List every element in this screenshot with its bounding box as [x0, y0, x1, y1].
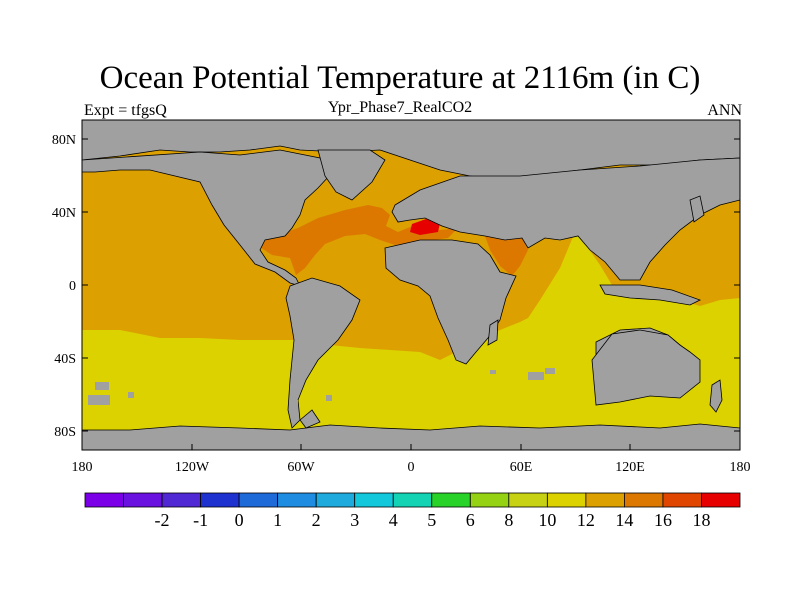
- africa: [384, 239, 517, 365]
- colorbar-swatch: [624, 492, 664, 508]
- plot-subtitle: Ypr_Phase7_RealCO2: [327, 99, 473, 116]
- season-label: ANN: [707, 102, 742, 119]
- colorbar-swatch: [392, 492, 433, 508]
- x-tick-label: 60E: [510, 460, 533, 475]
- colorbar-swatch: [431, 492, 471, 508]
- ocean-18-band-med: [410, 219, 440, 235]
- colorbar-label: -1: [193, 510, 208, 530]
- colorbar-label: 10: [538, 510, 556, 530]
- x-tick-labels: 180 120W 60W 0 60E 120E 180: [72, 460, 751, 475]
- x-tick-label: 60W: [287, 460, 315, 475]
- experiment-label: Expt = tfgsQ: [84, 102, 167, 119]
- colorbar-label: 0: [235, 510, 244, 530]
- x-tick-label: 120W: [175, 460, 210, 475]
- colorbar-swatch: [662, 492, 702, 508]
- japan: [689, 195, 705, 223]
- colorbar-label: -2: [155, 510, 170, 530]
- colorbar-label: 16: [654, 510, 672, 530]
- colorbar: -2 -1 0 1 2 3 4 5 6 8 10 12 14 16 18: [84, 492, 741, 530]
- colorbar-swatch: [200, 492, 240, 508]
- greenland: [317, 149, 386, 201]
- x-tick-label: 0: [408, 460, 415, 475]
- x-axis: [81, 444, 741, 450]
- ocean-16-band-indian: [485, 236, 528, 276]
- antarctic-peninsula: [299, 409, 321, 429]
- x-tick-label: 180: [72, 460, 93, 475]
- x-tick-label: 120E: [615, 460, 645, 475]
- y-tick-label: 80S: [54, 425, 76, 440]
- colorbar-swatch: [546, 492, 587, 508]
- y-tick-label: 0: [69, 279, 76, 294]
- colorbar-swatch: [585, 492, 625, 508]
- ocean-16-band-atlantic: [258, 205, 458, 275]
- madagascar: [487, 319, 499, 346]
- colorbar-label: 4: [389, 510, 398, 530]
- y-tick-labels: 80N 40N 0 40S 80S: [52, 133, 76, 440]
- antarctica: [82, 423, 740, 450]
- y-tick-label: 40S: [54, 352, 76, 367]
- x-tick-label: 180: [730, 460, 751, 475]
- colorbar-swatch: [469, 492, 510, 508]
- scattered-land-cells: [88, 368, 555, 406]
- ocean-12-band: [82, 298, 740, 450]
- land: [82, 120, 740, 450]
- plot-title: Ocean Potential Temperature at 2116m (in…: [99, 60, 701, 96]
- colorbar-label: 6: [466, 510, 475, 530]
- colorbar-label: 8: [504, 510, 513, 530]
- colorbar-swatch: [123, 492, 163, 508]
- colorbar-swatch: [161, 492, 201, 508]
- colorbar-label: 14: [615, 510, 633, 530]
- colorbar-label: 2: [312, 510, 321, 530]
- colorbar-swatch: [277, 492, 317, 508]
- eurasia: [391, 157, 740, 281]
- colorbar-swatch: [315, 492, 356, 508]
- colorbar-label: 3: [350, 510, 359, 530]
- colorbar-swatch: [354, 492, 394, 508]
- colorbar-swatch: [701, 492, 741, 508]
- colorbar-label: 18: [692, 510, 710, 530]
- colorbar-label: 12: [577, 510, 595, 530]
- se-asia-islands: [599, 284, 702, 306]
- colorbar-swatch: [508, 492, 548, 508]
- colorbar-label: 5: [427, 510, 436, 530]
- colorbar-swatch: [84, 492, 124, 508]
- colorbar-label: 1: [273, 510, 282, 530]
- y-tick-label: 40N: [52, 206, 76, 221]
- ocean-12-band-indian: [520, 232, 660, 330]
- map-plot-area: [82, 120, 740, 450]
- new-zealand: [709, 379, 723, 413]
- y-axis: [82, 138, 740, 432]
- y-tick-label: 80N: [52, 133, 76, 148]
- colorbar-swatch: [238, 492, 279, 508]
- southern-gray-patch: [591, 329, 701, 406]
